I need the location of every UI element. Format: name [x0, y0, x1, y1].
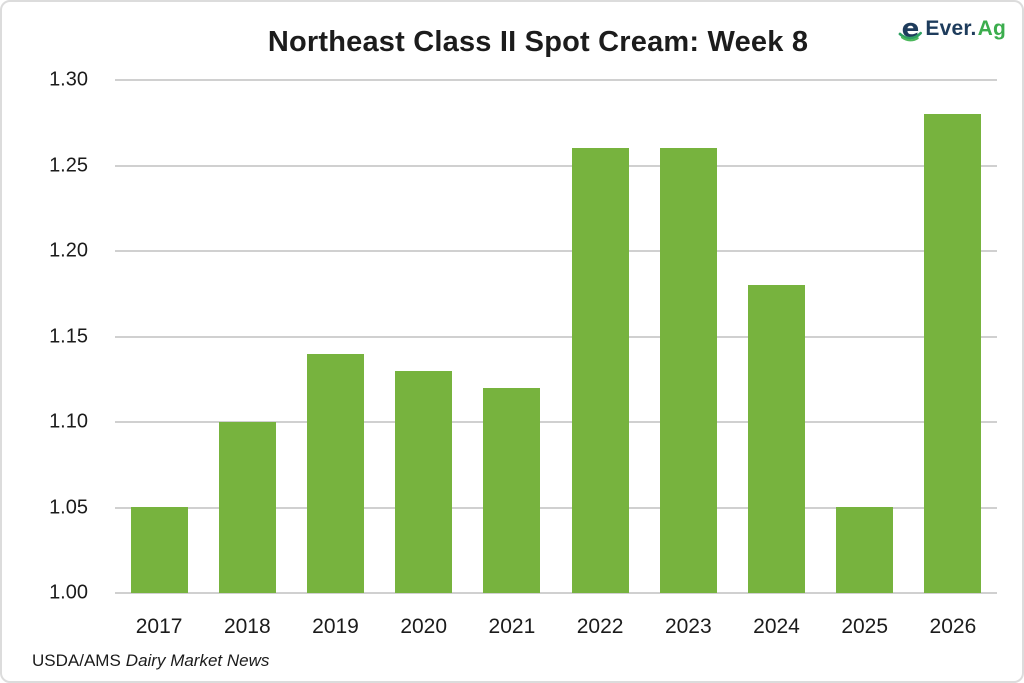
logo-text-ever: Ever.: [925, 16, 977, 40]
source-attribution: USDA/AMS Dairy Market News: [32, 651, 269, 671]
x-tick-label-2021: 2021: [488, 615, 536, 638]
gridline-1.20: [115, 250, 997, 252]
gridline-1.05: [115, 506, 997, 509]
bar-2018: [219, 422, 276, 593]
gridline-1.00: [115, 592, 997, 594]
x-tick-label-2018: 2018: [223, 615, 271, 638]
source-prefix: USDA/AMS: [32, 651, 121, 670]
x-tick-label-2019: 2019: [312, 615, 359, 638]
x-tick-label-2022: 2022: [576, 615, 624, 638]
svg-text:e: e: [902, 15, 920, 42]
chart-title: Northeast Class II Spot Cream: Week 8: [267, 26, 809, 58]
y-tick-label-1.15: 1.15: [49, 325, 88, 347]
x-tick-label-2020: 2020: [400, 615, 448, 638]
x-tick-label-2025: 2025: [841, 615, 889, 638]
x-tick-label-2026: 2026: [929, 615, 977, 638]
bar-2024: [748, 285, 805, 593]
x-tick-label-2024: 2024: [753, 615, 800, 638]
bar-2019: [307, 354, 364, 593]
y-tick-label-1.30: 1.30: [49, 68, 88, 91]
y-tick-label-1.10: 1.10: [49, 410, 88, 433]
plot-area: [115, 79, 997, 594]
bar-2023: [660, 148, 717, 593]
gridline-1.25: [115, 164, 997, 167]
bar-2026: [924, 114, 981, 593]
bar-2021: [483, 388, 540, 593]
bar-2025: [836, 507, 893, 593]
y-tick-label-1.20: 1.20: [49, 239, 88, 262]
y-tick-label-1.25: 1.25: [49, 154, 88, 176]
x-tick-label-2023: 2023: [664, 615, 712, 638]
bar-2020: [395, 371, 452, 593]
y-tick-label-1.00: 1.00: [49, 581, 88, 604]
bar-2017: [131, 507, 188, 593]
gridline-1.15: [115, 335, 997, 338]
gridline-1.10: [115, 421, 997, 423]
logo-text-ag: Ag: [977, 16, 1006, 40]
y-tick-label-1.05: 1.05: [49, 496, 88, 518]
gridline-1.30: [115, 79, 997, 81]
source-name: Dairy Market News: [125, 651, 270, 670]
bar-2022: [572, 148, 629, 593]
everag-e-icon: e: [897, 15, 924, 42]
everag-logo: e Ever. Ag: [897, 15, 1006, 42]
x-tick-label-2017: 2017: [135, 615, 183, 638]
